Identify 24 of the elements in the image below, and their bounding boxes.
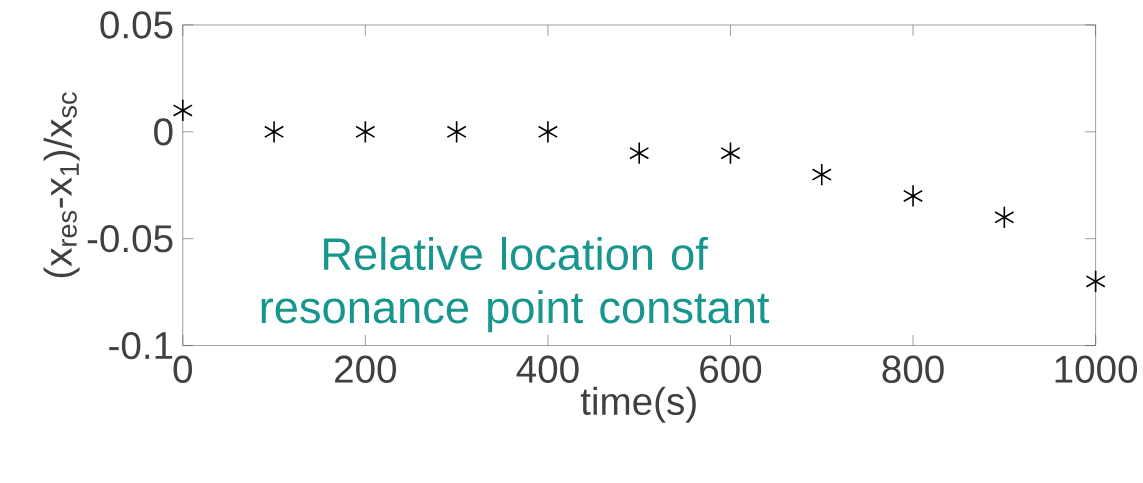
point <box>1085 269 1106 293</box>
x-axis-title: time(s) <box>580 386 696 423</box>
y-tick-label: -0.1 <box>109 331 173 360</box>
x-tick-label: 0 <box>173 355 192 383</box>
point <box>355 120 376 144</box>
x-tick-label: 600 <box>700 355 762 383</box>
point <box>264 120 285 144</box>
y-tick-label: -0.05 <box>87 224 173 253</box>
x-tick-label: 800 <box>882 355 944 383</box>
y-tick-label: 0 <box>154 117 173 146</box>
point <box>720 141 741 165</box>
x-tick-label: 400 <box>516 355 579 383</box>
x-tick-label: 1000 <box>1055 355 1138 383</box>
annotation: Relative location of resonance point constant <box>261 236 770 333</box>
y-axis-title: (x$_{res}$-x$_{1}$)/x$_{sc}$ <box>43 92 80 278</box>
point <box>903 184 924 208</box>
x-tick-label: 200 <box>335 355 397 383</box>
point <box>629 141 650 165</box>
point <box>172 98 193 122</box>
point <box>446 120 467 144</box>
y-tick-label: 0.05 <box>100 11 173 39</box>
point <box>811 162 832 186</box>
point <box>537 120 558 144</box>
point <box>994 205 1015 229</box>
